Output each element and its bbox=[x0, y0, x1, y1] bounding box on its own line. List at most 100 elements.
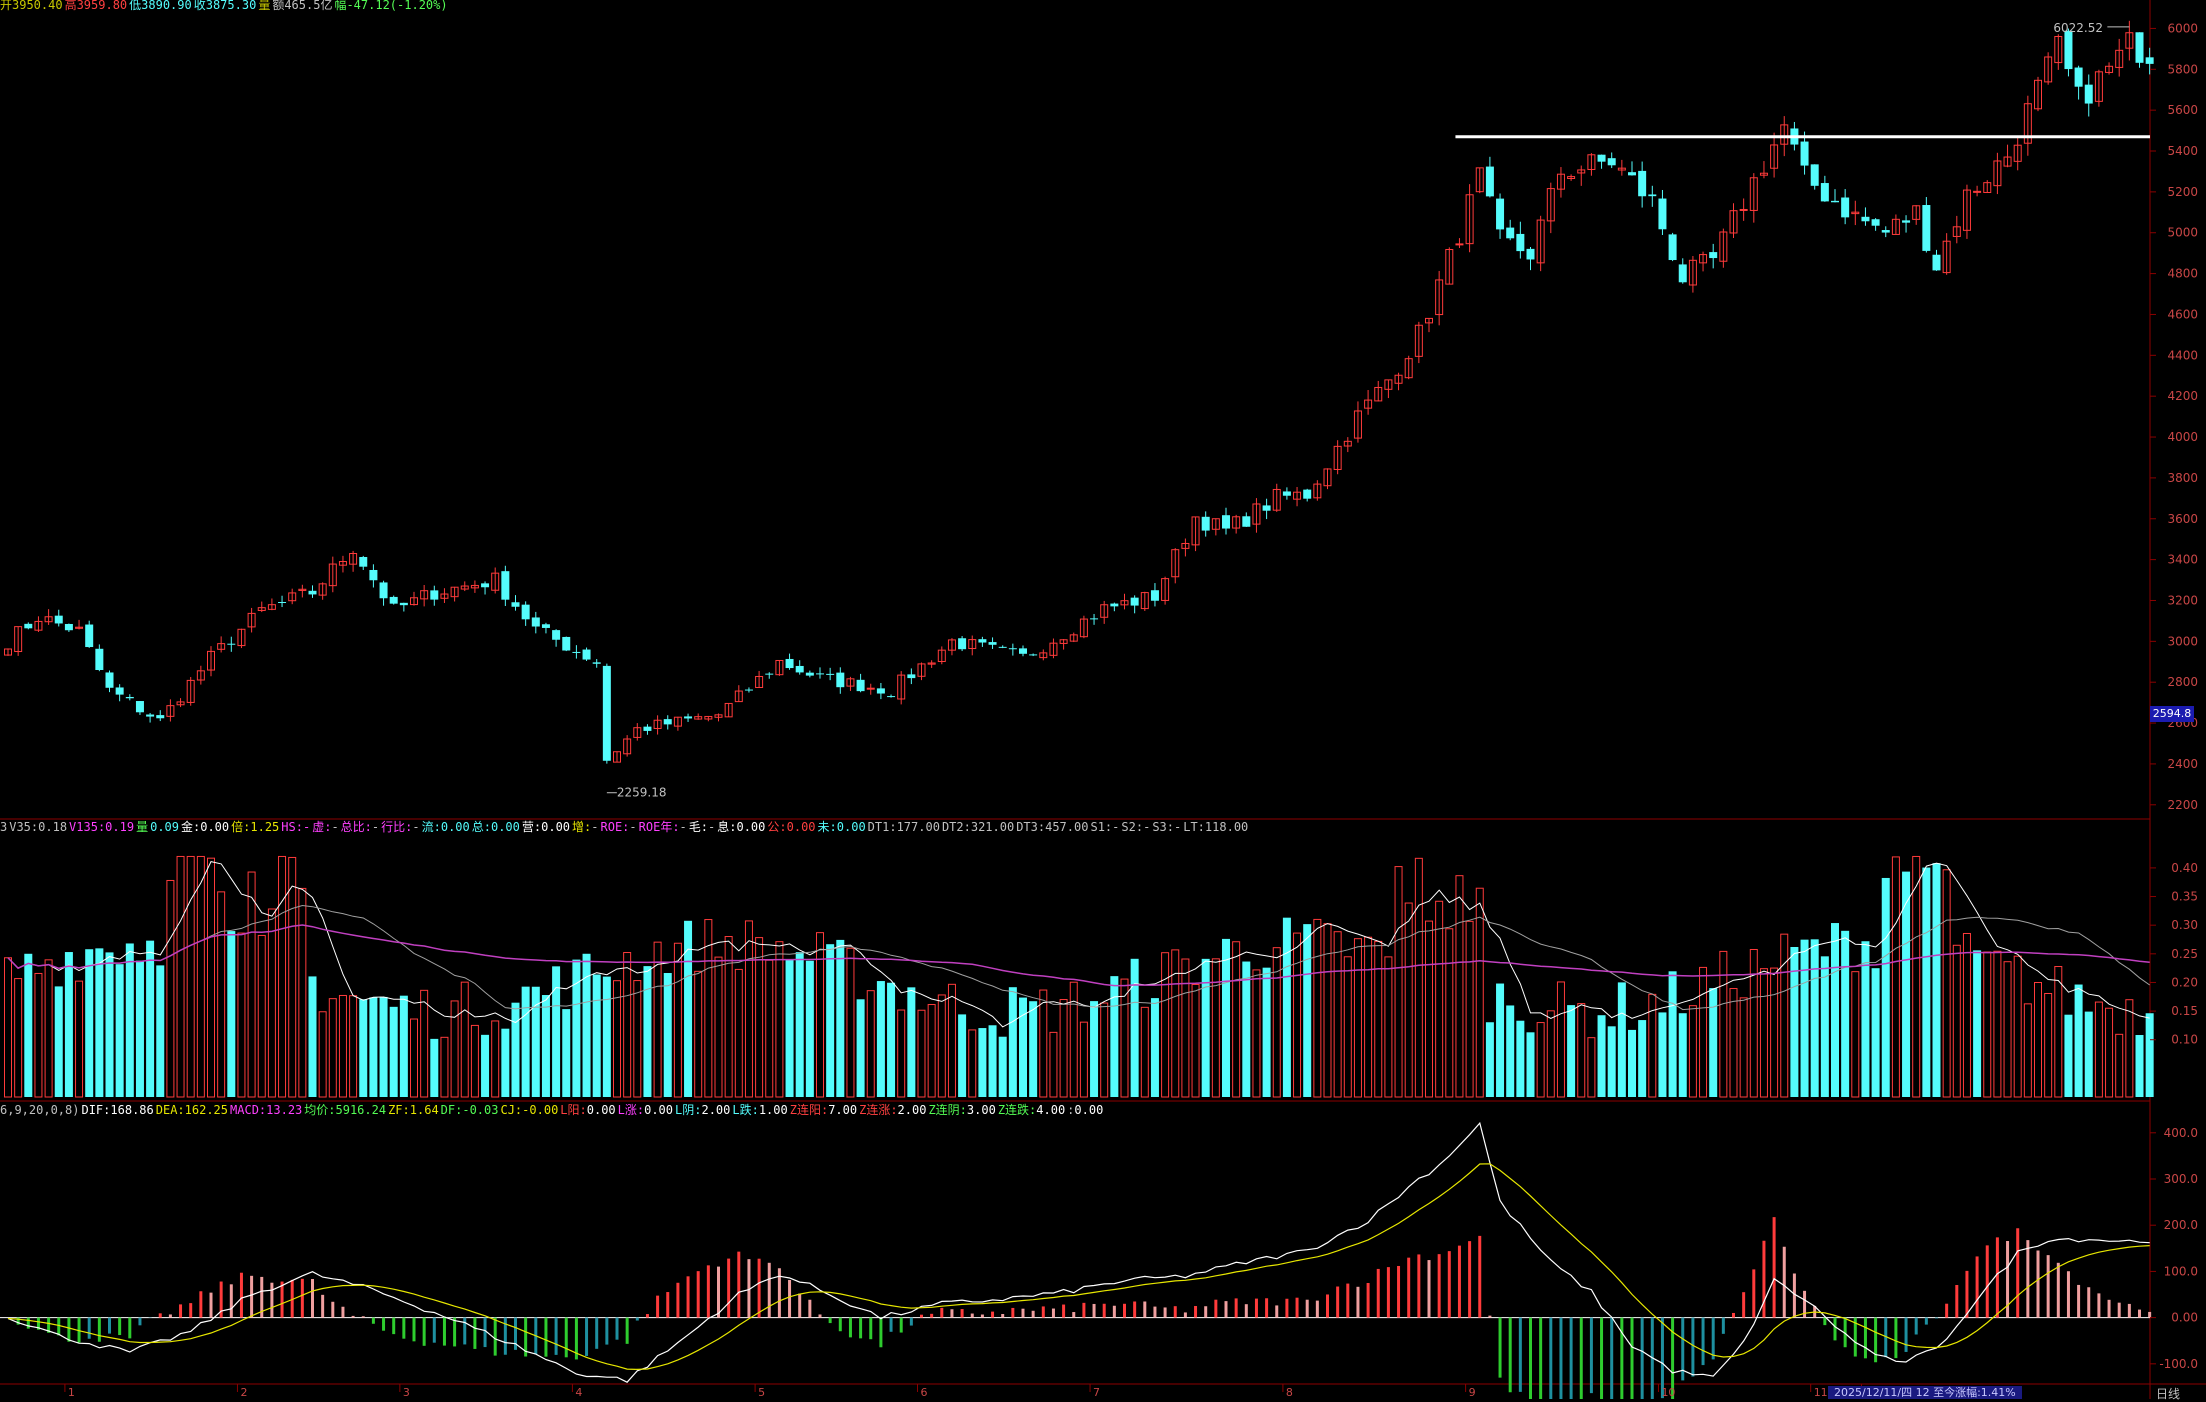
legend-item: 开3950.40 bbox=[0, 0, 63, 12]
candle-body-down bbox=[978, 639, 987, 643]
volume-bar-up bbox=[704, 919, 713, 1098]
candle-body-up bbox=[176, 701, 185, 706]
candle-body-down bbox=[1242, 516, 1251, 527]
candle-body-down bbox=[643, 726, 652, 731]
legend-item: 0.00 bbox=[440, 820, 470, 834]
candle-body-up bbox=[1719, 231, 1728, 262]
candle-body-up bbox=[1891, 218, 1900, 235]
candle-body-down bbox=[481, 583, 490, 588]
candle-body-up bbox=[2044, 56, 2053, 83]
candle-body-down bbox=[2084, 84, 2093, 104]
volume-bar-up bbox=[1719, 950, 1728, 1098]
volume-bar-down bbox=[2084, 1011, 2093, 1097]
month-label: 3 bbox=[403, 1386, 410, 1399]
volume-bar-down bbox=[2135, 1035, 2144, 1097]
candle-body-down bbox=[2145, 57, 2154, 64]
volume-bar-up bbox=[2003, 961, 2012, 1098]
volume-bar-down bbox=[115, 964, 124, 1097]
volume-bar-down bbox=[856, 999, 865, 1097]
legend-item: 息: bbox=[717, 820, 737, 834]
candle-body-up bbox=[1556, 173, 1565, 190]
volume-bar-down bbox=[501, 1028, 510, 1097]
price-tick-label: 2200 bbox=[2167, 798, 2198, 812]
volume-bar-down bbox=[572, 959, 581, 1097]
candle-body-down bbox=[582, 649, 591, 660]
volume-bar-up bbox=[1962, 932, 1971, 1098]
candle-body-down bbox=[1222, 515, 1230, 529]
volume-bar-up bbox=[724, 936, 733, 1098]
candle-body-up bbox=[1770, 144, 1779, 169]
candle-body-up bbox=[247, 612, 256, 628]
candle-body-down bbox=[1658, 198, 1667, 230]
volume-bar-down bbox=[1303, 924, 1312, 1097]
candle-body-down bbox=[1130, 597, 1139, 606]
candle-body-up bbox=[2003, 156, 2012, 167]
candle-body-up bbox=[694, 716, 703, 720]
candle-body-down bbox=[1008, 648, 1017, 650]
volume-bar-up bbox=[775, 941, 784, 1098]
volume-bar-down bbox=[1262, 967, 1271, 1097]
volume-bar-up bbox=[44, 959, 53, 1098]
candle-body-up bbox=[1333, 445, 1342, 470]
candle-body-up bbox=[2125, 32, 2134, 49]
volume-bar-down bbox=[105, 952, 114, 1097]
volume-bar-down bbox=[887, 982, 896, 1097]
legend-item: 高3959.80 bbox=[64, 0, 128, 12]
volume-bar-up bbox=[1079, 1021, 1088, 1098]
candle-body-down bbox=[1922, 205, 1931, 251]
legend-item: CJ: bbox=[500, 1103, 523, 1117]
candle-body-down bbox=[369, 569, 378, 581]
volume-bar-up bbox=[2125, 999, 2134, 1098]
period-label[interactable]: 日线 bbox=[2156, 1387, 2181, 1401]
volume-bar-up bbox=[633, 980, 642, 1098]
volume-bar-up bbox=[1343, 956, 1352, 1098]
volume-bar-up bbox=[1272, 947, 1281, 1098]
volume-bar-down bbox=[95, 948, 104, 1097]
legend-item: - bbox=[412, 820, 420, 834]
volume-bar-up bbox=[1211, 958, 1220, 1098]
price-tick-label: 2800 bbox=[2167, 675, 2198, 689]
volume-bar-down bbox=[1130, 958, 1139, 1097]
legend-item: 1.64 bbox=[409, 1103, 439, 1117]
legend-item: DT1: bbox=[867, 820, 897, 834]
candle-body-up bbox=[704, 715, 713, 720]
legend-item: L阴: bbox=[675, 1103, 702, 1117]
legend-item: 额465.5亿 bbox=[272, 0, 333, 12]
legend-item: 0.00 bbox=[1074, 1103, 1104, 1117]
legend-item: DT2: bbox=[941, 820, 971, 834]
candle-body-up bbox=[1293, 491, 1302, 500]
volume-bar-down bbox=[1150, 998, 1159, 1097]
macd-tick-label: 0.00 bbox=[2171, 1311, 2198, 1325]
candle-body-up bbox=[1567, 176, 1576, 179]
volume-bar-up bbox=[1140, 1006, 1149, 1098]
candle-body-down bbox=[24, 623, 33, 629]
volume-bar-up bbox=[1313, 918, 1322, 1098]
candle-body-down bbox=[1150, 590, 1159, 601]
legend-item: - bbox=[591, 820, 599, 834]
volume-bar-down bbox=[1282, 917, 1291, 1097]
volume-bar-up bbox=[257, 934, 266, 1098]
volume-bar-up bbox=[420, 989, 429, 1098]
volume-bar-up bbox=[1759, 968, 1768, 1098]
volume-bar-down bbox=[1922, 867, 1931, 1097]
candle-body-up bbox=[1313, 483, 1322, 499]
volume-bar-down bbox=[379, 996, 388, 1097]
volume-bar-up bbox=[237, 932, 246, 1098]
legend-item: - bbox=[708, 820, 716, 834]
volume-bar-down bbox=[1506, 1005, 1515, 1097]
price-tick-label: 3400 bbox=[2167, 553, 2198, 567]
candle-body-down bbox=[2064, 30, 2073, 70]
candle-body-up bbox=[927, 662, 936, 665]
candle-body-down bbox=[521, 604, 530, 620]
candle-body-up bbox=[1465, 194, 1474, 245]
volume-bar-up bbox=[1465, 920, 1474, 1098]
volume-bar-up bbox=[1770, 967, 1779, 1098]
status-bar: 2025/12/11/四 12 至今涨幅:1.41% bbox=[1828, 1386, 2022, 1399]
candle-body-up bbox=[257, 607, 266, 611]
volume-bar-up bbox=[1049, 1031, 1058, 1098]
volume-bar-down bbox=[135, 960, 144, 1097]
volume-bar-up bbox=[1059, 999, 1068, 1098]
candle-body-up bbox=[1942, 240, 1951, 274]
volume-bar-up bbox=[1587, 1037, 1596, 1098]
